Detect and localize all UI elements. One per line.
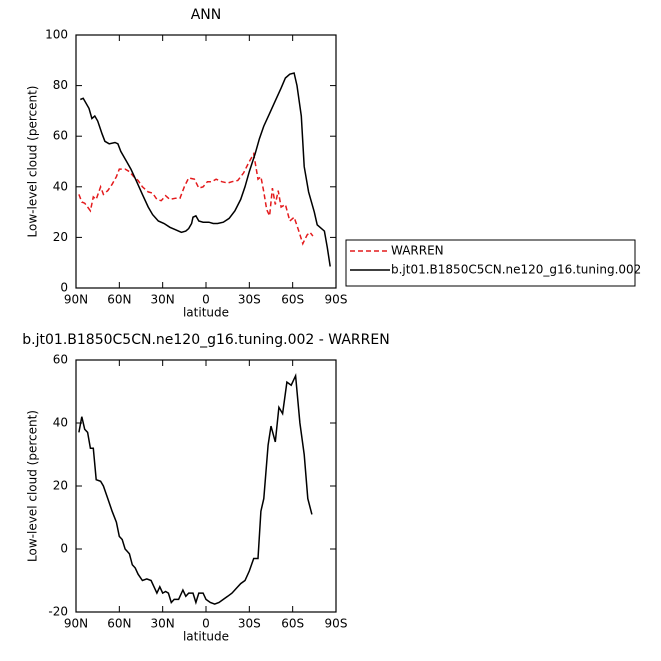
x-axis-label: latitude (183, 630, 229, 644)
x-tick-label: 60S (281, 617, 304, 631)
y-axis-label: Low-level cloud (percent) (26, 410, 40, 562)
x-tick-label: 30S (238, 293, 261, 307)
x-tick-label: 90N (64, 617, 88, 631)
x-tick-label: 30N (151, 617, 175, 631)
x-tick-label: 30N (151, 293, 175, 307)
y-tick-label: 20 (53, 479, 68, 493)
y-tick-label: 0 (60, 542, 68, 556)
x-tick-label: 90S (325, 293, 348, 307)
plot-frame (75, 34, 337, 289)
y-axis-label: Low-level cloud (percent) (26, 86, 40, 238)
chart-title: ANN (191, 7, 222, 23)
x-tick-label: 60N (107, 293, 131, 307)
y-tick-label: 80 (53, 78, 68, 92)
x-tick-label: 60S (281, 293, 304, 307)
x-tick-label: 90N (64, 293, 88, 307)
y-tick-label: -20 (48, 605, 68, 619)
x-tick-label: 0 (202, 617, 210, 631)
data-line (78, 151, 314, 246)
x-tick-label: 90S (325, 617, 348, 631)
y-tick-label: 0 (60, 281, 68, 295)
y-tick-label: 20 (53, 230, 68, 244)
y-tick-label: 40 (53, 416, 68, 430)
chart-title: b.jt01.B1850C5CN.ne120_g16.tuning.002 - … (22, 332, 389, 348)
y-tick-label: 40 (53, 179, 68, 193)
legend-box (345, 239, 636, 287)
legend-label: b.jt01.B1850C5CN.ne120_g16.tuning.002 (391, 263, 641, 277)
legend-label: WARREN (391, 244, 444, 258)
data-line (78, 372, 313, 606)
x-tick-label: 0 (202, 293, 210, 307)
x-axis-label: latitude (183, 306, 229, 320)
y-tick-label: 60 (53, 129, 68, 143)
data-line (80, 72, 331, 267)
x-tick-label: 30S (238, 617, 261, 631)
x-tick-label: 60N (107, 617, 131, 631)
y-tick-label: 60 (53, 353, 68, 367)
y-tick-label: 100 (45, 28, 68, 42)
